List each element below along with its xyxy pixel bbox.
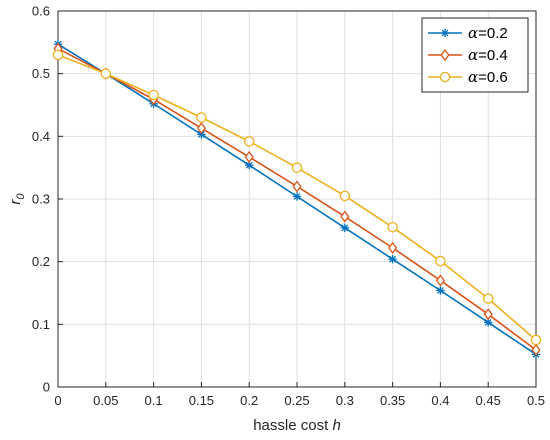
asterisk-marker-stroke [245, 161, 253, 169]
circle-marker [482, 293, 494, 304]
x-tick-label: 0.05 [93, 393, 118, 408]
x-tick-label: 0.35 [380, 393, 405, 408]
data-point [388, 241, 398, 254]
diamond-marker [196, 122, 206, 135]
x-tick-label: 0.5 [527, 393, 545, 408]
x-tick-label: 0.15 [189, 393, 214, 408]
data-point [340, 223, 349, 233]
diamond-marker [388, 241, 398, 254]
legend-marker [440, 28, 450, 38]
x-tick-label: 0.25 [284, 393, 309, 408]
y-tick-label: 0.3 [32, 192, 50, 207]
circle-marker [439, 71, 451, 83]
diamond-marker [483, 308, 493, 321]
x-axis-title-text: hassle cost [253, 417, 329, 434]
data-point [436, 286, 445, 295]
legend-label-symbol: α [468, 24, 478, 42]
circle-marker [148, 89, 159, 101]
data-point [196, 122, 206, 135]
diamond-marker [435, 274, 445, 287]
data-point [339, 190, 351, 202]
x-tick-label: 0.45 [476, 393, 501, 408]
circle-marker [339, 190, 351, 202]
legend-label-value: =0.4 [478, 47, 508, 64]
y-axis-title-subscript: 0 [15, 193, 27, 200]
data-point [52, 49, 64, 61]
data-point [483, 308, 493, 321]
legend-label-symbol: α [468, 68, 478, 86]
data-point [148, 89, 159, 101]
circle-marker [530, 334, 542, 346]
legend-marker [439, 71, 451, 83]
legend-label: α=0.2 [468, 24, 508, 42]
x-axis-title-variable: h [332, 417, 340, 434]
legend-label-symbol: α [468, 46, 478, 64]
data-point [244, 150, 254, 164]
asterisk-marker-stroke [484, 319, 492, 326]
diamond-marker [531, 343, 541, 357]
data-point [291, 162, 303, 173]
asterisk-marker-stroke [293, 193, 301, 200]
circle-marker [243, 136, 255, 147]
y-tick-label: 0.5 [32, 66, 50, 81]
circle-marker [196, 112, 207, 123]
diamond-marker [244, 150, 254, 164]
y-tick-label: 0 [43, 380, 50, 395]
data-point [387, 221, 398, 233]
circle-marker [100, 68, 112, 79]
circle-marker [52, 49, 64, 61]
legend-label-value: =0.2 [478, 25, 508, 42]
circle-marker [291, 162, 303, 173]
series-3 [52, 49, 542, 346]
data-point [340, 210, 350, 223]
legend-marker [440, 48, 450, 62]
y-tick-label: 0.4 [32, 129, 50, 144]
asterisk-marker-stroke [436, 287, 444, 294]
asterisk-marker-stroke [441, 29, 449, 37]
y-axis-title-variable: r [7, 199, 24, 205]
asterisk-marker-stroke [389, 255, 397, 263]
diamond-marker [340, 210, 350, 223]
legend-label: α=0.4 [468, 46, 508, 64]
x-tick-label: 0.4 [431, 393, 449, 408]
legend-entry: α=0.6 [428, 68, 508, 86]
circle-marker [387, 221, 398, 233]
y-tick-label: 0.2 [32, 254, 50, 269]
data-point [435, 255, 446, 267]
y-tick-label: 0.6 [32, 4, 50, 19]
series-layer [52, 40, 542, 359]
diamond-marker [440, 48, 450, 62]
asterisk-marker-stroke [341, 224, 349, 232]
legend: α=0.2α=0.4α=0.6 [421, 17, 529, 93]
legend-entry: α=0.2 [428, 24, 508, 42]
x-tick-label: 0.1 [145, 393, 163, 408]
data-point [482, 293, 494, 304]
x-axis-title: hassle cost h [253, 417, 341, 434]
x-tick-label: 0.3 [336, 393, 354, 408]
legend-entry: α=0.4 [428, 46, 508, 64]
circle-marker [435, 255, 446, 267]
axis-ticks: 0 0.05 0.1 0.15 0.2 0.25 0.3 0.35 0.4 0.45 0.5 0 0.1… [32, 4, 545, 409]
data-point [531, 343, 541, 357]
data-point [292, 192, 302, 201]
legend-label: α=0.6 [468, 68, 508, 86]
data-point [243, 136, 255, 147]
data-point [292, 180, 302, 193]
y-tick-label: 0.1 [32, 317, 50, 332]
legend-label-value: =0.6 [478, 69, 508, 86]
data-point [388, 254, 397, 264]
diamond-marker [292, 180, 302, 193]
x-tick-label: 0.2 [240, 393, 258, 408]
data-point [530, 334, 542, 346]
asterisk-marker-stroke [197, 131, 205, 138]
x-tick-label: 0 [54, 393, 61, 408]
data-point [435, 274, 445, 287]
y-axis-title: r0 [7, 193, 27, 205]
data-point [196, 112, 207, 123]
data-point [100, 68, 112, 79]
